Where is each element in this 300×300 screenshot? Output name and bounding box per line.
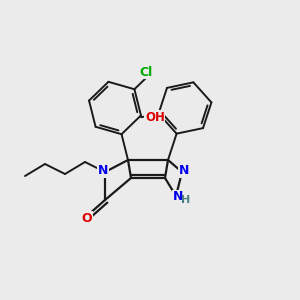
Text: Cl: Cl bbox=[139, 66, 152, 79]
Text: N: N bbox=[179, 164, 189, 178]
Text: N: N bbox=[173, 190, 183, 203]
Text: N: N bbox=[98, 164, 108, 178]
Text: OH: OH bbox=[145, 111, 165, 124]
Text: H: H bbox=[182, 195, 190, 205]
Text: O: O bbox=[82, 212, 92, 224]
